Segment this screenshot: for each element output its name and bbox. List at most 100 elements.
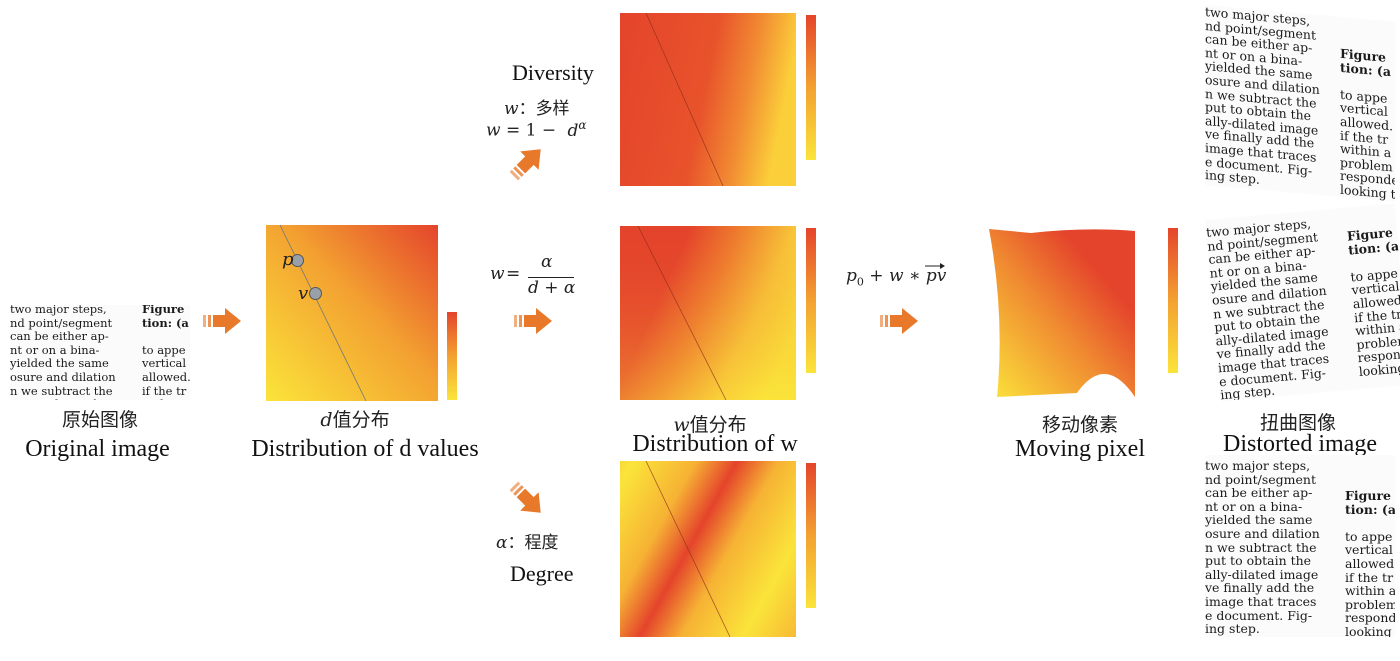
text-line: ing step. bbox=[1205, 621, 1260, 637]
text-line: n we subtract the bbox=[10, 383, 113, 398]
degree-desc: α：程度 bbox=[496, 528, 558, 553]
w-caption-zh: w值分布 bbox=[645, 410, 775, 437]
text-line: looking t bbox=[1340, 181, 1395, 202]
text-line: nd point/segment bbox=[1205, 471, 1316, 487]
text-line: n we subtract the bbox=[1205, 539, 1317, 555]
distorted-caption-zh: 扭曲图像 bbox=[1259, 412, 1336, 434]
diversity-formula-base: d bbox=[567, 120, 579, 141]
text-line: can be either ap- bbox=[1205, 485, 1313, 501]
text-line: within a bbox=[142, 398, 190, 400]
text-line: to appe bbox=[1345, 528, 1393, 544]
point-v-marker bbox=[309, 287, 322, 300]
original-caption-en: Original image bbox=[25, 436, 170, 462]
diversity-desc-zh: 多样 bbox=[535, 99, 570, 119]
text-line: Figure bbox=[1345, 488, 1391, 503]
text-line: looking t bbox=[1358, 359, 1400, 380]
d-caption-text: 值分布 bbox=[332, 409, 390, 431]
point-p-label: p bbox=[282, 249, 294, 270]
original-caption-zh: 原始图像 bbox=[61, 409, 138, 431]
distorted-2-side: Figure tion: (a to appe vertical allowed. if… bbox=[1346, 225, 1400, 379]
move-formula-sub: 0 bbox=[856, 275, 864, 289]
text-line: nt or on a bina- bbox=[1205, 498, 1303, 514]
text-line: osure and dilation bbox=[1205, 525, 1320, 541]
formula-mid-den: d + α bbox=[528, 278, 576, 298]
moving-caption-en: Moving pixel bbox=[1015, 436, 1145, 462]
text-line: nt or on a bina- bbox=[10, 342, 100, 357]
d-caption-zh: d值分布 bbox=[290, 405, 420, 432]
diversity-desc-var: w bbox=[504, 99, 519, 119]
degree-desc-var: α bbox=[496, 533, 508, 553]
distorted-image-2: two major steps, nd point/segment can be e… bbox=[1205, 203, 1400, 402]
text-line: put to obtain the bbox=[1205, 553, 1312, 569]
diversity-label: Diversity bbox=[512, 60, 594, 85]
degree-heatmap bbox=[620, 461, 796, 637]
w-heatmap bbox=[620, 226, 796, 400]
text-line: allowed. bbox=[142, 369, 190, 384]
text-line: vertical bbox=[142, 356, 187, 371]
text-line: tion: (a bbox=[1345, 501, 1395, 517]
original-side-column: Figure tion: (a to appe vertical allowed. if… bbox=[142, 305, 190, 400]
diversity-colorbar bbox=[806, 15, 816, 160]
formula-mid-lhs: w bbox=[490, 264, 505, 284]
original-text-column: two major steps, nd point/segment can be e… bbox=[10, 305, 116, 400]
distorted-caption-en: Distorted image bbox=[1223, 431, 1377, 457]
move-formula: p0 + w ∗ pv bbox=[846, 263, 947, 289]
point-v-label: v bbox=[298, 283, 309, 304]
move-formula-vec: pv bbox=[925, 266, 947, 286]
diversity-formula: w = 1 − dα bbox=[486, 118, 587, 141]
moving-caption-zh: 移动像素 bbox=[1041, 414, 1118, 436]
text-line: looking t bbox=[1345, 623, 1395, 637]
d-colorbar bbox=[447, 312, 457, 400]
text-line: ally-dilated image bbox=[1205, 566, 1319, 582]
moving-colorbar bbox=[1168, 228, 1178, 373]
text-line: responde bbox=[1345, 610, 1395, 626]
degree-label: Degree bbox=[510, 561, 574, 586]
degree-colorbar bbox=[806, 463, 816, 608]
move-formula-p: p bbox=[846, 266, 857, 286]
degree-desc-sep: ： bbox=[507, 533, 525, 553]
diversity-desc: w：多样 bbox=[504, 94, 570, 119]
point-p-marker bbox=[291, 254, 304, 267]
text-line: Figure bbox=[142, 305, 185, 316]
distorted-2-text: two major steps, nd point/segment can be e… bbox=[1205, 216, 1336, 401]
text-line: can be either ap- bbox=[10, 329, 109, 344]
text-line: e document. Fig- bbox=[1205, 607, 1313, 623]
d-caption-var: d bbox=[320, 409, 333, 431]
w-caption-var: w bbox=[673, 414, 690, 436]
moving-pixel-map bbox=[989, 229, 1135, 397]
arrow-right-icon bbox=[880, 308, 918, 334]
text-line: to appe bbox=[142, 342, 186, 357]
text-line bbox=[142, 330, 190, 344]
text-line: problem bbox=[1345, 596, 1395, 612]
diversity-formula-rhs: = 1 − bbox=[505, 120, 557, 141]
degree-desc-zh: 程度 bbox=[524, 533, 559, 553]
text-line: two major steps, bbox=[10, 305, 107, 316]
formula-mid-eq: = bbox=[506, 264, 521, 284]
w-colorbar bbox=[806, 228, 816, 373]
text-line: nd point/segment bbox=[10, 315, 113, 330]
text-line: tion: (a bbox=[142, 315, 189, 330]
text-line: if the tr bbox=[142, 383, 187, 398]
distorted-1-text: two major steps, nd point/segment can be e… bbox=[1205, 5, 1320, 192]
distorted-3-side: Figure tion: (a to appe vertical allowed. if… bbox=[1345, 489, 1395, 637]
text-line: put to obtain the bbox=[10, 398, 116, 400]
w-caption-en: Distribution of w bbox=[632, 431, 798, 457]
formula-mid-num: α bbox=[541, 252, 553, 272]
diversity-desc-sep: ： bbox=[518, 99, 536, 119]
distorted-3-text: two major steps, nd point/segment can be e… bbox=[1205, 459, 1320, 636]
arrow-up-right-icon bbox=[509, 149, 541, 181]
text-line: within a bbox=[1345, 583, 1395, 599]
text-line: if the tr bbox=[1345, 569, 1394, 585]
text-line: allowed. bbox=[1345, 555, 1395, 571]
original-image: two major steps, nd point/segment can be e… bbox=[10, 305, 190, 400]
text-line bbox=[1345, 516, 1395, 530]
distorted-image-3: two major steps, nd point/segment can be e… bbox=[1205, 455, 1395, 637]
d-caption-en: Distribution of d values bbox=[251, 436, 479, 462]
arrow-down-right-icon bbox=[509, 481, 541, 513]
w-caption-text: 值分布 bbox=[689, 414, 747, 436]
diversity-formula-exp: α bbox=[578, 118, 587, 132]
distorted-image-1: two major steps, nd point/segment can be e… bbox=[1205, 5, 1395, 202]
move-formula-rest: + w ∗ bbox=[869, 266, 921, 286]
distorted-1-side: Figure tion: (a to appe vertical allowed. if… bbox=[1340, 46, 1395, 202]
text-line: ve finally add the bbox=[1205, 580, 1315, 596]
